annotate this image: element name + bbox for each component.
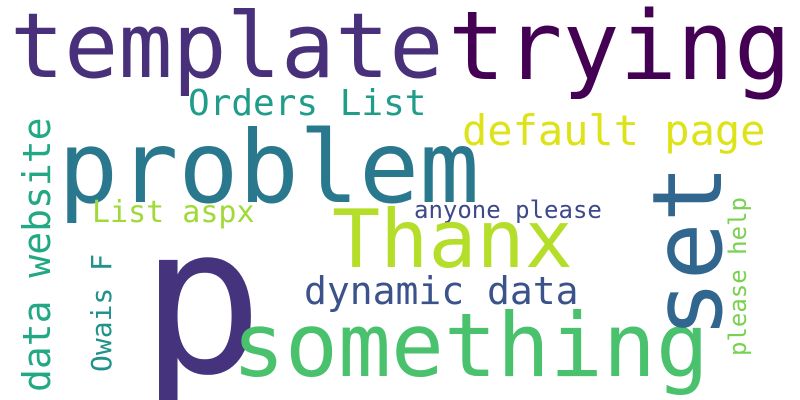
word-please-help: please help <box>724 197 752 356</box>
word-thanx: Thanx <box>332 193 573 286</box>
word-template: template <box>10 0 444 99</box>
word-dynamic-data: dynamic data <box>304 269 579 313</box>
word-data-website: data website <box>15 117 59 392</box>
word-owais-f: Owais F <box>85 253 118 372</box>
word-trying: trying <box>448 0 792 102</box>
word-something: something <box>232 294 709 397</box>
word-anyone-please: anyone please <box>414 196 602 224</box>
word-problem: problem <box>58 109 480 226</box>
word-orders-list: Orders List <box>188 83 427 124</box>
word-set: set <box>632 164 744 338</box>
word-p: p <box>140 183 264 400</box>
word-default-page: default page <box>462 106 766 155</box>
word-list-aspx: List aspx <box>92 195 255 230</box>
